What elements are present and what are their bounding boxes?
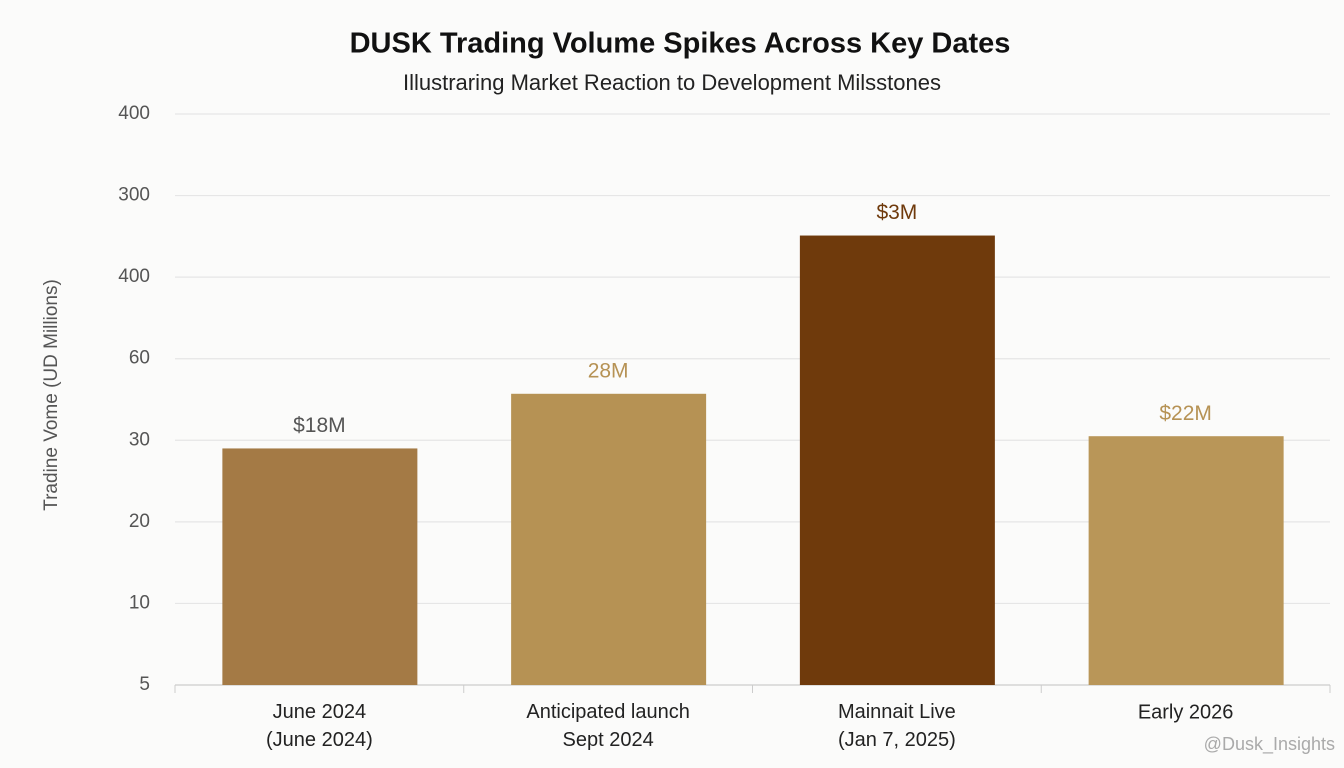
bar bbox=[799, 235, 995, 685]
y-tick-label: 5 bbox=[139, 674, 150, 695]
x-tick-label: Anticipated launch Sept 2024 bbox=[526, 701, 689, 751]
bar bbox=[511, 393, 707, 685]
value-label: $18M bbox=[293, 414, 346, 437]
chart-subtitle: Illustraring Market Reaction to Developm… bbox=[403, 70, 941, 95]
bar bbox=[1088, 436, 1284, 685]
y-tick-label: 10 bbox=[129, 592, 150, 613]
value-label: $3M bbox=[876, 201, 917, 224]
watermark: @Dusk_Insights bbox=[1204, 734, 1335, 755]
x-tick-label: Mainnait Live (Jan 7, 2025) bbox=[838, 701, 956, 751]
chart-title: DUSK Trading Volume Spikes Across Key Da… bbox=[350, 28, 1011, 60]
x-tick-label: June 2024 (June 2024) bbox=[266, 701, 373, 751]
bar bbox=[222, 448, 418, 685]
y-tick-label: 20 bbox=[129, 511, 150, 532]
y-tick-label: 400 bbox=[118, 266, 150, 287]
value-label: $22M bbox=[1159, 402, 1212, 425]
value-label: 28M bbox=[588, 359, 629, 382]
x-tick-label: Early 2026 bbox=[1138, 701, 1234, 723]
y-axis-label: Tradine Vome (UD Millions) bbox=[41, 279, 62, 511]
y-tick-label: 60 bbox=[129, 348, 150, 369]
y-tick-label: 30 bbox=[129, 429, 150, 450]
y-tick-label: 300 bbox=[118, 185, 150, 206]
y-tick-label: 400 bbox=[118, 103, 150, 124]
